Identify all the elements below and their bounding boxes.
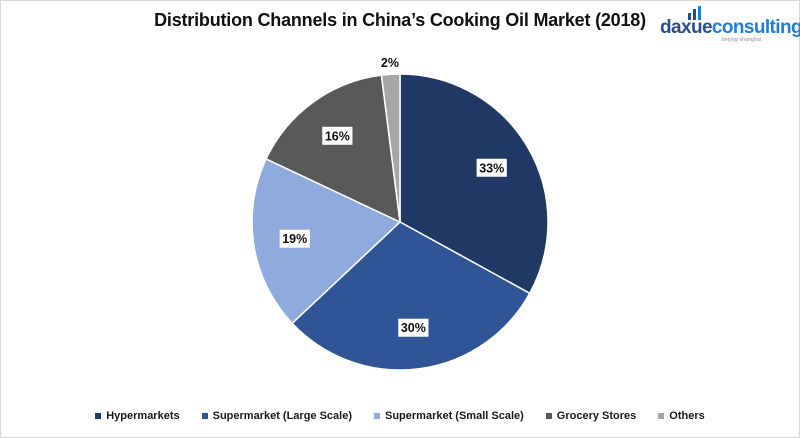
pie-label-others: 2% [381, 56, 399, 70]
legend-swatch-hypermarkets [95, 413, 102, 419]
logo-wordmark-consulting: consulting [711, 17, 800, 38]
pie-label-box-supermarket-small-scale [279, 229, 310, 248]
pie-label-hypermarkets: 33% [479, 161, 504, 175]
legend-label-supermarket-large-scale: Supermarket (Large Scale) [212, 410, 352, 422]
pie-slice-others [380, 73, 401, 223]
legend-swatch-supermarket-large-scale [201, 413, 208, 419]
legend-item-grocery-stores: Grocery Stores [545, 410, 637, 422]
chart-legend: Hypermarkets Supermarket (Large Scale) Sup… [0, 410, 800, 422]
legend-label-supermarket-small-scale: Supermarket (Small Scale) [385, 410, 524, 422]
logo-bars-icon [688, 6, 701, 20]
legend-item-supermarket-small-scale: Supermarket (Small Scale) [374, 410, 524, 422]
pie-slice-supermarket-large-scale [291, 221, 531, 371]
legend-item-supermarket-large-scale: Supermarket (Large Scale) [201, 410, 352, 422]
pie-label-box-grocery-stores [322, 126, 353, 145]
pie-slice-hypermarkets [399, 73, 549, 295]
legend-swatch-supermarket-small-scale [374, 413, 380, 419]
pie-slice-supermarket-small-scale [251, 157, 402, 325]
logo-wordmark: daxueconsulting [660, 17, 800, 39]
pie-slice-grocery-stores [265, 74, 401, 224]
pie-label-supermarket-large-scale: 30% [401, 321, 426, 335]
pie-label-box-supermarket-large-scale [398, 318, 429, 337]
legend-label-others: Others [669, 410, 705, 422]
logo-tagline: beijing shanghai [722, 37, 762, 43]
pie-label-box-hypermarkets [476, 158, 507, 177]
legend-item-others: Others [658, 410, 705, 422]
logo-wordmark-daxue: daxue [660, 17, 713, 38]
legend-label-grocery-stores: Grocery Stores [556, 410, 637, 422]
legend-swatch-others [658, 413, 665, 419]
legend-label-hypermarkets: Hypermarkets [106, 410, 180, 422]
chart-title: Distribution Channels in China’s Cooking… [154, 10, 646, 30]
pie-label-supermarket-small-scale: 19% [282, 232, 307, 246]
legend-swatch-grocery-stores [545, 413, 552, 419]
pie-label-grocery-stores: 16% [325, 129, 350, 143]
legend-item-hypermarkets: Hypermarkets [95, 410, 180, 422]
company-logo: daxueconsulting beijing shanghai [660, 4, 800, 43]
